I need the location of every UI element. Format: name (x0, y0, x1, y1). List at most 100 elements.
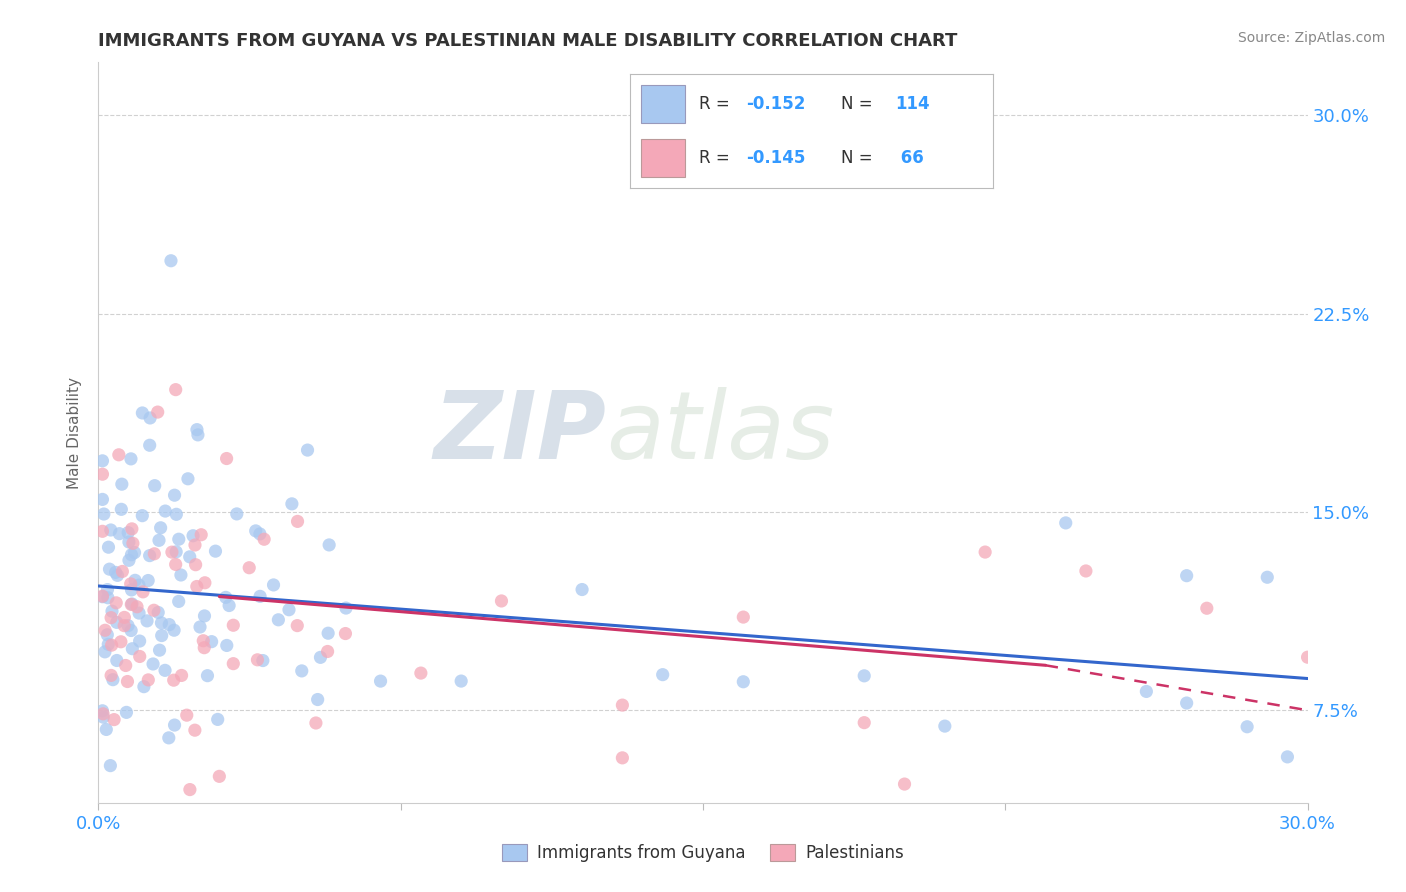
Palestinians (170, 668, 193, 682)
Palestinians (117, 674, 139, 689)
Palestinians (316, 644, 339, 658)
Immigrants from Guyana (91, 590, 114, 604)
Palestinians (100, 638, 122, 652)
Immigrants from Guyana (121, 582, 143, 597)
Immigrants from Guyana (571, 582, 593, 597)
Immigrants from Guyana (117, 618, 139, 632)
Palestinians (1296, 650, 1319, 665)
Immigrants from Guyana (124, 545, 146, 559)
Palestinians (128, 649, 150, 664)
Immigrants from Guyana (307, 692, 329, 706)
Palestinians (125, 599, 148, 614)
Immigrants from Guyana (165, 508, 187, 522)
Immigrants from Guyana (118, 553, 141, 567)
Palestinians (91, 589, 114, 603)
Immigrants from Guyana (249, 527, 271, 541)
Immigrants from Guyana (128, 606, 150, 620)
Palestinians (143, 547, 166, 561)
Immigrants from Guyana (150, 615, 173, 630)
Palestinians (111, 565, 134, 579)
Palestinians (222, 657, 245, 671)
Palestinians (1195, 601, 1218, 615)
Immigrants from Guyana (245, 524, 267, 538)
Palestinians (179, 782, 201, 797)
Immigrants from Guyana (120, 624, 142, 638)
Immigrants from Guyana (101, 673, 124, 687)
Palestinians (142, 603, 165, 617)
Immigrants from Guyana (111, 477, 134, 491)
Immigrants from Guyana (187, 428, 209, 442)
Palestinians (491, 594, 513, 608)
Palestinians (132, 585, 155, 599)
Immigrants from Guyana (139, 411, 162, 425)
Immigrants from Guyana (218, 599, 240, 613)
Palestinians (110, 634, 132, 648)
Palestinians (1074, 564, 1097, 578)
Palestinians (305, 716, 328, 731)
Immigrants from Guyana (120, 451, 142, 466)
Palestinians (190, 527, 212, 541)
Immigrants from Guyana (188, 620, 211, 634)
Palestinians (176, 708, 198, 723)
Immigrants from Guyana (1175, 568, 1198, 582)
Immigrants from Guyana (124, 574, 146, 588)
Immigrants from Guyana (450, 674, 472, 689)
Immigrants from Guyana (163, 488, 186, 502)
Immigrants from Guyana (197, 668, 219, 682)
Immigrants from Guyana (97, 591, 120, 605)
Immigrants from Guyana (101, 604, 124, 618)
Immigrants from Guyana (249, 590, 271, 604)
Immigrants from Guyana (107, 568, 129, 582)
Immigrants from Guyana (91, 492, 114, 507)
Immigrants from Guyana (121, 548, 143, 562)
Immigrants from Guyana (131, 406, 153, 420)
Immigrants from Guyana (291, 664, 314, 678)
Immigrants from Guyana (1135, 684, 1157, 698)
Immigrants from Guyana (215, 591, 238, 605)
Immigrants from Guyana (934, 719, 956, 733)
Palestinians (114, 658, 136, 673)
Palestinians (146, 405, 169, 419)
Immigrants from Guyana (149, 521, 172, 535)
Immigrants from Guyana (94, 645, 117, 659)
Palestinians (108, 448, 131, 462)
Immigrants from Guyana (100, 523, 122, 537)
Palestinians (222, 618, 245, 632)
Immigrants from Guyana (225, 507, 247, 521)
Palestinians (335, 626, 357, 640)
Palestinians (160, 545, 183, 559)
Palestinians (103, 713, 125, 727)
Palestinians (974, 545, 997, 559)
Immigrants from Guyana (1054, 516, 1077, 530)
Immigrants from Guyana (167, 594, 190, 608)
Immigrants from Guyana (170, 568, 193, 582)
Palestinians (612, 698, 634, 712)
Immigrants from Guyana (186, 423, 208, 437)
Palestinians (112, 618, 135, 632)
Palestinians (184, 538, 207, 552)
Y-axis label: Male Disability: Male Disability (67, 376, 83, 489)
Immigrants from Guyana (215, 639, 238, 653)
Immigrants from Guyana (335, 601, 357, 615)
Text: IMMIGRANTS FROM GUYANA VS PALESTINIAN MALE DISABILITY CORRELATION CHART: IMMIGRANTS FROM GUYANA VS PALESTINIAN MA… (98, 32, 957, 50)
Immigrants from Guyana (100, 758, 122, 772)
Immigrants from Guyana (309, 650, 332, 665)
Immigrants from Guyana (148, 643, 170, 657)
Immigrants from Guyana (201, 634, 224, 648)
Palestinians (136, 673, 159, 687)
Palestinians (165, 383, 187, 397)
Immigrants from Guyana (115, 706, 138, 720)
Palestinians (893, 777, 915, 791)
Immigrants from Guyana (267, 613, 290, 627)
Palestinians (409, 666, 432, 681)
Immigrants from Guyana (96, 582, 118, 597)
Immigrants from Guyana (105, 653, 128, 667)
Immigrants from Guyana (179, 549, 201, 564)
Text: ZIP: ZIP (433, 386, 606, 479)
Immigrants from Guyana (155, 504, 177, 518)
Immigrants from Guyana (128, 578, 150, 592)
Immigrants from Guyana (163, 624, 186, 638)
Text: atlas: atlas (606, 387, 835, 478)
Palestinians (253, 533, 276, 547)
Immigrants from Guyana (167, 533, 190, 547)
